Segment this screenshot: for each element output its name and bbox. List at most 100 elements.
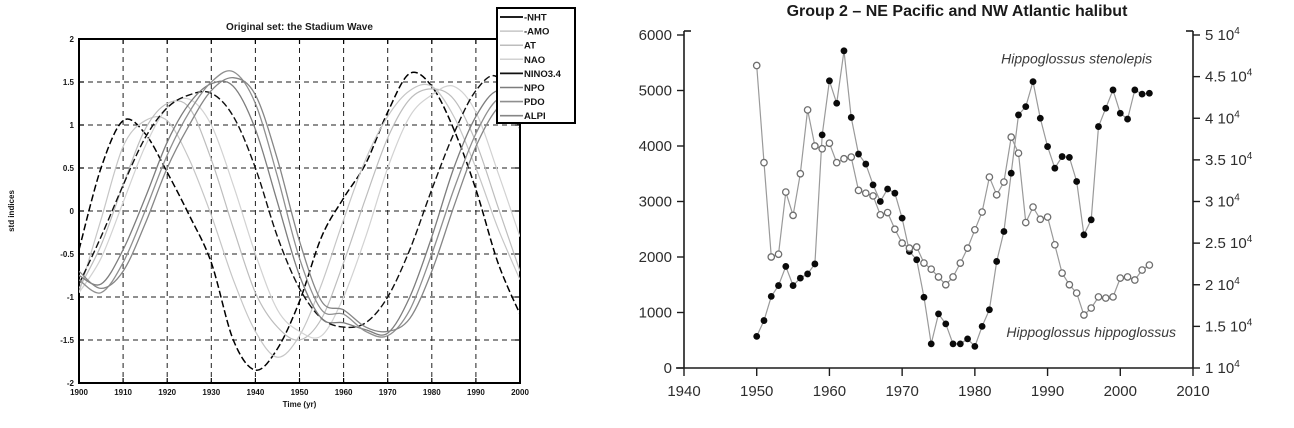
svg-text:1960: 1960 — [335, 388, 353, 397]
svg-text:1960: 1960 — [813, 383, 846, 400]
data-point-filled — [942, 320, 950, 328]
stadium-wave-title: Original set: the Stadium Wave — [226, 22, 373, 33]
svg-text:2000: 2000 — [511, 388, 529, 397]
data-point-filled — [1095, 123, 1102, 130]
data-point-filled — [964, 335, 971, 343]
tick-labels: 1940 1950 1960 1970 1980 1990 2000 2010 0 1000 200… — [639, 26, 1253, 400]
species-annotation: Hippoglossus hippoglossus — [1006, 324, 1176, 340]
data-point-open — [927, 265, 936, 274]
data-point-filled — [1058, 153, 1066, 160]
data-point-filled — [1116, 109, 1124, 117]
data-point-filled — [986, 306, 993, 314]
data-point-open — [840, 154, 848, 163]
data-point-filled — [1124, 115, 1131, 123]
data-point-open — [891, 225, 899, 234]
data-point-open — [971, 225, 979, 234]
svg-text:1970: 1970 — [379, 388, 397, 397]
svg-text:1950: 1950 — [740, 383, 773, 400]
series-AT — [79, 88, 520, 341]
svg-text:-0.5: -0.5 — [60, 250, 74, 259]
data-point-open — [760, 158, 768, 167]
svg-text:PDO: PDO — [524, 97, 545, 108]
halibut-title: Group 2 – NE Pacific and NW Atlantic hal… — [786, 3, 1128, 20]
data-point-open — [825, 139, 834, 148]
data-point-filled — [804, 270, 812, 278]
data-point-filled — [789, 282, 797, 289]
svg-text:ALPI: ALPI — [524, 111, 546, 122]
data-point-filled — [1036, 114, 1044, 122]
svg-text:1970: 1970 — [885, 383, 918, 400]
series-NPO — [79, 80, 520, 336]
series-PDO — [79, 70, 520, 338]
data-point-filled — [862, 160, 870, 168]
data-point-filled — [1015, 111, 1022, 119]
data-point-filled — [1029, 78, 1037, 86]
data-point-open — [861, 189, 870, 198]
svg-text:-2: -2 — [67, 379, 75, 388]
data-point-open — [1007, 133, 1016, 141]
tick-marks — [677, 34, 1200, 376]
svg-text:5000: 5000 — [639, 83, 672, 100]
data-point-filled — [1087, 216, 1095, 224]
data-point-open — [1080, 311, 1088, 319]
data-point-filled — [775, 282, 782, 289]
data-point-open — [963, 244, 972, 252]
data-point-filled — [1007, 169, 1015, 177]
data-point-filled — [927, 340, 935, 348]
svg-text:6000: 6000 — [639, 27, 672, 44]
legend-item-PDO: PDO — [500, 97, 545, 108]
data-point-open — [978, 208, 986, 216]
x-axis-label: Time (yr) — [283, 400, 317, 409]
data-point-open — [1123, 273, 1132, 281]
svg-text:0.5: 0.5 — [63, 164, 75, 173]
data-point-filled — [869, 181, 877, 189]
data-point-filled — [1138, 90, 1146, 98]
data-point-open — [949, 273, 957, 281]
svg-text:1.5 104: 1.5 104 — [1205, 317, 1253, 335]
svg-text:3 104: 3 104 — [1205, 193, 1240, 211]
data-point-open — [1021, 218, 1030, 227]
legend: -NHT -AMO AT NAO NINO3.4 NPO PDO ALPI — [496, 7, 576, 124]
data-point-open — [1058, 269, 1066, 277]
halibut-figure: Group 2 – NE Pacific and NW Atlantic hal… — [620, 0, 1294, 428]
data-point-filled — [949, 340, 957, 348]
data-point-filled — [1145, 89, 1153, 97]
data-point-filled — [913, 256, 921, 264]
svg-text:2: 2 — [70, 35, 75, 44]
data-point-filled — [811, 260, 819, 268]
data-point-open — [941, 280, 950, 289]
halibut-plot: 1940 1950 1960 1970 1980 1990 2000 2010 0 1000 200… — [639, 26, 1253, 400]
data-point-open — [1145, 261, 1154, 269]
svg-text:0: 0 — [70, 207, 75, 216]
legend-item-NINO3.4: NINO3.4 — [500, 69, 562, 80]
svg-text:4000: 4000 — [639, 138, 672, 155]
data-point-filled — [760, 317, 768, 324]
data-point-filled — [1051, 164, 1059, 172]
data-point-open — [789, 211, 797, 220]
data-point-filled — [1102, 104, 1110, 112]
data-point-open — [1138, 266, 1146, 274]
data-point-open — [905, 244, 914, 252]
svg-text:1980: 1980 — [423, 388, 441, 397]
data-point-open — [752, 61, 761, 70]
legend-item-AT: AT — [500, 41, 536, 52]
data-point-open — [1000, 178, 1008, 186]
data-point-open — [934, 273, 943, 281]
stadium-wave-figure: Original set: the Stadium Wave 2 1.5 1 0.5 0… — [0, 0, 600, 428]
y-axis-label: std indices — [7, 190, 16, 232]
data-point-filled — [935, 310, 942, 318]
svg-text:4.5 104: 4.5 104 — [1205, 68, 1253, 86]
data-point-filled — [891, 189, 899, 197]
data-point-open — [920, 259, 928, 267]
svg-text:2010: 2010 — [1176, 383, 1209, 400]
data-point-filled — [1044, 143, 1051, 150]
data-point-open — [1087, 304, 1096, 312]
data-point-filled — [833, 99, 841, 107]
data-point-open — [912, 243, 921, 251]
data-point-filled — [1109, 86, 1117, 94]
svg-text:1990: 1990 — [467, 388, 485, 397]
legend-item-AMO: -AMO — [500, 27, 549, 38]
series-NAO — [79, 85, 520, 339]
data-point-filled — [898, 214, 906, 222]
